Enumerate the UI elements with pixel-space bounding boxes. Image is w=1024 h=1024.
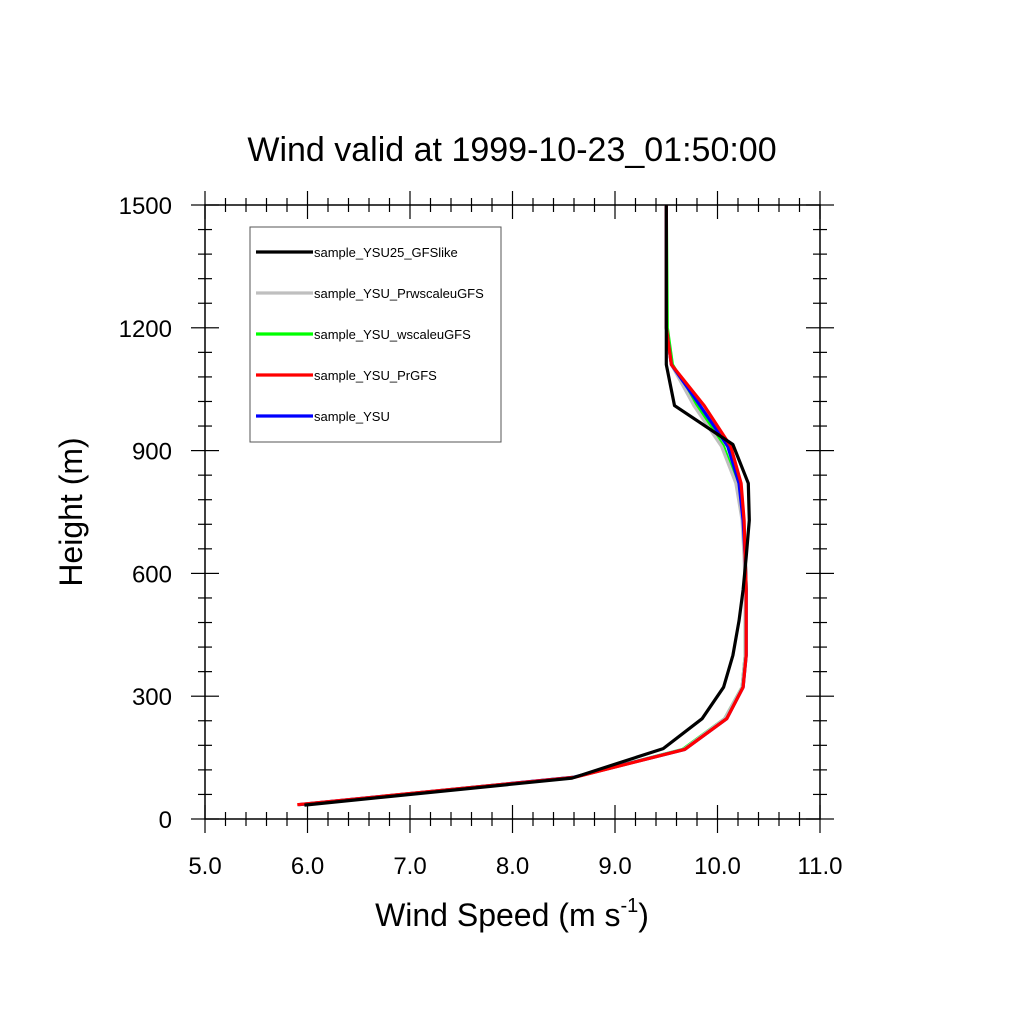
x-tick-label: 5.0 — [188, 853, 221, 880]
legend-label: sample_YSU_PrwscaleuGFS — [314, 286, 484, 301]
x-tick-label: 11.0 — [798, 853, 843, 880]
x-axis-label-suffix: ) — [638, 897, 649, 933]
x-tick-label: 8.0 — [496, 853, 529, 880]
y-tick-label: 0 — [159, 807, 172, 834]
y-tick-label: 1200 — [119, 316, 172, 343]
y-axis-label: Height (m) — [53, 437, 89, 586]
x-tick-label: 9.0 — [598, 853, 631, 880]
y-tick-label: 600 — [132, 561, 172, 588]
x-tick-label: 6.0 — [291, 853, 324, 880]
y-tick-label: 900 — [132, 439, 172, 466]
x-axis-label-superscript: -1 — [620, 895, 638, 917]
x-axis-label: Wind Speed (m s-1) — [375, 895, 649, 933]
y-tick-label: 1500 — [119, 193, 172, 220]
x-tick-label: 10.0 — [694, 853, 741, 880]
legend-label: sample_YSU_wscaleuGFS — [314, 327, 471, 342]
axis-ticks — [191, 191, 834, 833]
series-line — [304, 205, 751, 807]
legend-label: sample_YSU — [314, 409, 390, 424]
series-lines — [297, 204, 751, 807]
x-axis-label-main: Wind Speed (m s — [375, 897, 620, 933]
legend: sample_YSU25_GFSlike sample_YSU_Prwscaleu… — [249, 226, 502, 443]
y-tick-label: 300 — [132, 684, 172, 711]
axis-tick-labels: 5.0 6.0 7.0 8.0 9.0 10.0 11.0 0 300 600 900 1200 150… — [119, 193, 843, 880]
x-tick-label: 7.0 — [393, 853, 426, 880]
legend-label: sample_YSU_PrGFS — [314, 368, 437, 383]
legend-label: sample_YSU25_GFSlike — [314, 245, 458, 260]
chart-title: Wind valid at 1999-10-23_01:50:00 — [247, 131, 776, 169]
